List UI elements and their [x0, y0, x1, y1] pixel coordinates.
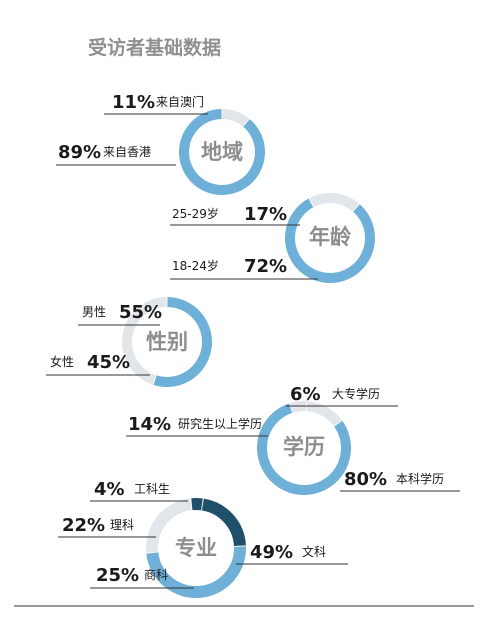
slice-pct-gender-female: 45%: [87, 352, 130, 373]
slice-pct-major-liberal-arts: 49%: [250, 542, 293, 563]
donut-ring-region: [179, 109, 265, 195]
slice-pct-major-science: 22%: [62, 515, 105, 536]
slice-pct-major-business: 25%: [96, 565, 139, 586]
donut-center-label-gender: 性别: [146, 330, 188, 354]
slice-label-major-business: 商科: [144, 567, 168, 582]
slice-pct-major-engineering: 4%: [94, 479, 125, 500]
slice-label-region-macau: 来自澳门: [156, 94, 204, 109]
donut-slice-age-18-24: [285, 198, 375, 283]
donut-gender: 性别 男性 55% 女性 45%: [46, 297, 212, 387]
donut-center-label-age: 年龄: [309, 225, 352, 249]
slice-pct-edu-college: 6%: [290, 384, 321, 405]
donut-ring-major: [146, 498, 246, 599]
slice-pct-age-25-29: 17%: [244, 204, 287, 225]
donut-center-label-major: 专业: [175, 536, 217, 560]
infographic-title: 受访者基础数据: [88, 36, 221, 59]
donut-region: 地域 11% 来自澳门 89% 来自香港: [56, 92, 265, 195]
donut-age: 年龄 25-29岁 17% 18-24岁 72%: [170, 193, 375, 283]
donut-slice-region-macau: [222, 109, 250, 127]
slice-pct-region-macau: 11%: [112, 92, 155, 113]
donut-center-label-education: 学历: [283, 435, 325, 459]
donut-major: 专业 4% 工科生 22% 理科 49% 文科 25% 商科: [58, 479, 348, 599]
slice-label-major-liberal-arts: 文科: [302, 544, 326, 559]
donut-slice-age-25-29: [309, 193, 360, 212]
slice-label-gender-male: 男性: [82, 305, 106, 319]
slice-pct-age-18-24: 72%: [244, 256, 287, 277]
donut-slice-major-business: [146, 498, 192, 553]
donut-ring-age: [285, 193, 375, 283]
donut-slice-region-hongkong: [179, 109, 265, 195]
slice-label-edu-postgrad: 研究生以上学历: [178, 416, 262, 431]
donut-slice-edu-postgrad: [306, 401, 342, 427]
donut-slice-major-science: [201, 498, 246, 547]
slice-label-region-hongkong: 来自香港: [103, 145, 151, 159]
slice-pct-region-hongkong: 89%: [58, 142, 101, 163]
slice-label-edu-bachelor: 本科学历: [396, 471, 444, 486]
slice-label-major-science: 理科: [110, 518, 134, 532]
slice-label-edu-college: 大专学历: [332, 386, 380, 401]
donut-slice-gender-male: [153, 297, 212, 387]
donut-center-label-region: 地域: [201, 140, 243, 164]
slice-label-gender-female: 女性: [50, 354, 74, 369]
donut-slice-gender-female: [122, 297, 167, 385]
slice-pct-edu-bachelor: 80%: [344, 469, 387, 490]
slice-label-major-engineering: 工科生: [134, 482, 170, 496]
slice-label-age-18-24: 18-24岁: [172, 258, 219, 273]
slice-pct-edu-postgrad: 14%: [128, 414, 171, 435]
donut-slice-major-liberal-arts: [146, 546, 246, 599]
slice-label-age-25-29: 25-29岁: [172, 206, 219, 221]
slice-pct-gender-male: 55%: [119, 302, 162, 323]
donut-slice-edu-bachelor: [257, 403, 351, 495]
donut-education: 学历 6% 大专学历 14% 研究生以上学历 80% 本科学历: [126, 384, 460, 495]
donut-ring-gender: [122, 297, 212, 387]
